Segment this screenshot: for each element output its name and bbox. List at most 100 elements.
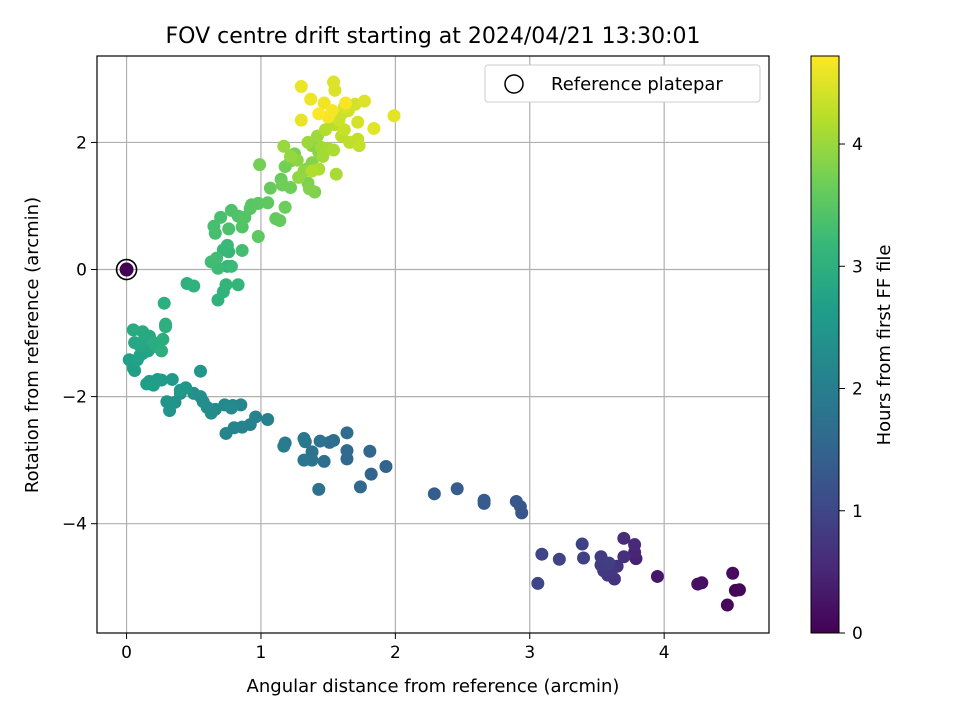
x-axis: 0 1 2 3 4 (121, 633, 670, 663)
data-point (219, 426, 233, 440)
colorbar-label: Hours from first FF file (874, 245, 895, 446)
legend-reference-marker (504, 74, 524, 94)
data-point (602, 556, 616, 570)
data-point (332, 113, 346, 127)
data-point (302, 182, 316, 196)
legend-entry-reference-platepar: Reference platepar (551, 74, 723, 95)
data-point (146, 378, 160, 392)
data-point (207, 219, 221, 233)
data-point (325, 104, 339, 118)
data-point (720, 598, 734, 612)
data-point (427, 487, 441, 501)
data-point (251, 196, 265, 210)
data-point (363, 444, 377, 458)
data-point (297, 453, 311, 467)
chart-title: FOV centre drift starting at 2024/04/21 … (166, 24, 701, 49)
y-tick-label: −2 (62, 388, 87, 408)
data-point (352, 139, 366, 153)
plot-frame (96, 55, 770, 634)
x-tick-label: 1 (256, 643, 267, 663)
data-point (284, 149, 298, 163)
data-point (329, 167, 343, 181)
data-point (732, 583, 746, 597)
data-point (691, 577, 705, 591)
data-point (340, 426, 354, 440)
data-point (312, 482, 326, 496)
points-layer (122, 75, 746, 612)
data-point (187, 279, 201, 293)
x-tick-label: 2 (390, 643, 401, 663)
data-point (509, 494, 523, 508)
data-point (253, 158, 267, 172)
colorbar-tick-label: 3 (852, 257, 863, 277)
data-point (273, 214, 287, 228)
data-point (312, 107, 326, 121)
data-point (477, 493, 491, 507)
data-point (222, 222, 236, 236)
colorbar-ticks: 0 1 2 3 4 (839, 135, 863, 644)
data-point (351, 115, 365, 129)
colorbar-tick-label: 2 (852, 380, 863, 400)
data-point (159, 317, 173, 331)
data-point (552, 552, 566, 566)
data-point (220, 238, 234, 252)
y-tick-label: 0 (76, 261, 87, 281)
data-point (337, 123, 351, 137)
data-point (277, 439, 291, 453)
data-point (277, 139, 291, 153)
data-point (224, 401, 238, 415)
data-point (204, 406, 218, 420)
data-point (531, 576, 545, 590)
data-point (317, 454, 331, 468)
data-point (173, 383, 187, 397)
colorbar-tick-label: 0 (852, 624, 863, 644)
data-point (577, 551, 591, 565)
x-tick-label: 0 (121, 643, 132, 663)
y-axis-label: Rotation from reference (arcmin) (22, 197, 43, 493)
colorbar-tick-label: 4 (852, 135, 863, 155)
data-point (294, 80, 308, 94)
data-point (327, 143, 341, 157)
data-point (450, 482, 464, 496)
data-point (379, 460, 393, 474)
data-point (126, 323, 140, 337)
x-tick-label: 3 (524, 643, 535, 663)
reference-point-ring (115, 258, 138, 281)
data-point (387, 109, 401, 123)
data-point (353, 480, 367, 494)
data-point (339, 96, 353, 110)
data-point (165, 372, 179, 386)
data-point (275, 178, 289, 192)
legend: Reference platepar (484, 64, 761, 103)
data-point (304, 92, 318, 106)
data-point (357, 94, 371, 108)
data-point (224, 259, 238, 273)
data-point (156, 332, 170, 346)
data-point (301, 135, 315, 149)
colorbar-gradient (810, 55, 840, 634)
data-point (317, 96, 331, 110)
data-point (261, 196, 275, 210)
data-point (263, 181, 277, 195)
y-tick-label: −4 (62, 515, 87, 535)
data-point (628, 538, 642, 552)
data-point (726, 566, 740, 580)
colorbar-tick-label: 1 (852, 502, 863, 522)
data-point (294, 113, 308, 127)
reference-point-dot (119, 262, 134, 277)
data-point (340, 444, 354, 458)
y-tick-label: 2 (76, 133, 87, 153)
x-tick-label: 4 (659, 643, 670, 663)
data-point (157, 296, 171, 310)
y-axis: −4 −2 0 2 (62, 133, 97, 535)
data-point (650, 569, 664, 583)
data-point (231, 278, 245, 292)
data-point (313, 434, 327, 448)
data-point (535, 547, 549, 561)
data-point (575, 537, 589, 551)
data-point (210, 251, 224, 265)
colorbar: 0 1 2 3 4 Hours from first FF file (810, 55, 895, 644)
grid (97, 56, 769, 633)
data-point (219, 278, 233, 292)
